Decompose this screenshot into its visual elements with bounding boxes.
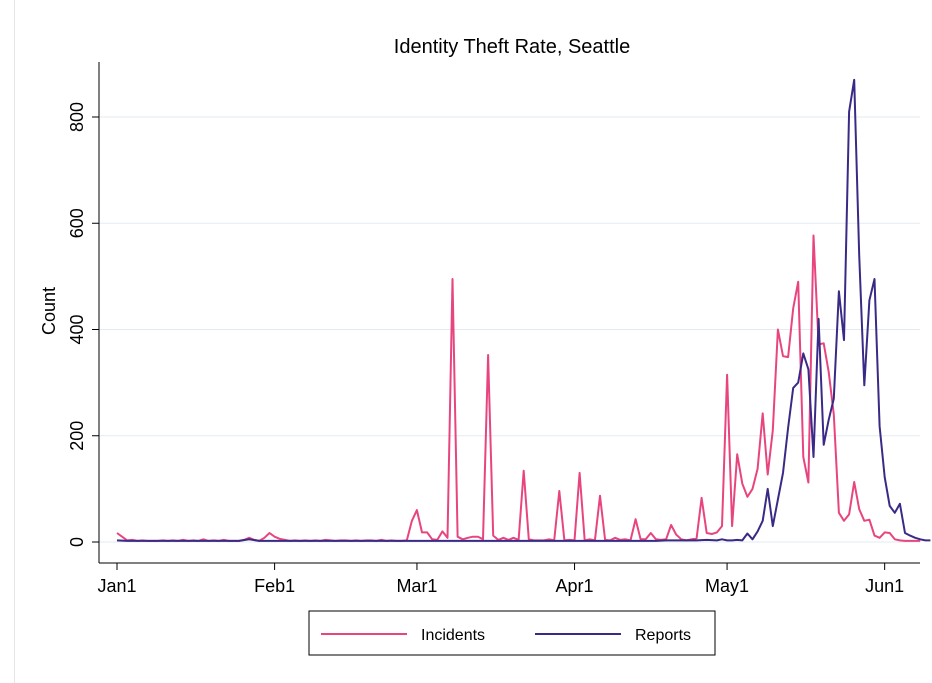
legend-label-incidents: Incidents (421, 627, 485, 644)
x-tick-label: Feb1 (254, 576, 295, 596)
y-tick-label: 0 (67, 537, 87, 547)
legend: Incidents Reports (308, 610, 716, 656)
y-axis-title: Count (39, 287, 59, 335)
chart-title: Identity Theft Rate, Seattle (394, 36, 630, 58)
x-tick-label: Mar1 (396, 576, 437, 596)
series-line-incidents (116, 234, 921, 542)
axes (98, 62, 920, 564)
y-tick-label: 200 (67, 421, 87, 451)
ticks: 0 200 400 600 800 Jan1 Feb1 Mar1 Apr1 May1 Jun1 (67, 102, 904, 596)
line-chart: 0 200 400 600 800 Jan1 Feb1 Mar1 Apr1 May1 Jun1 Id… (39, 36, 931, 656)
y-tick-label: 800 (67, 102, 87, 132)
series-line-reports (116, 78, 931, 542)
series-lines (116, 78, 931, 542)
x-tick-label: Apr1 (556, 576, 594, 596)
chart-frame: 0 200 400 600 800 Jan1 Feb1 Mar1 Apr1 May1 Jun1 Id… (14, 0, 932, 683)
x-tick-label: Jun1 (865, 576, 904, 596)
legend-label-reports: Reports (635, 627, 691, 644)
gridlines (99, 116, 920, 543)
x-tick-label: May1 (705, 576, 749, 596)
y-tick-label: 600 (67, 208, 87, 238)
y-tick-label: 400 (67, 314, 87, 344)
x-tick-label: Jan1 (97, 576, 136, 596)
